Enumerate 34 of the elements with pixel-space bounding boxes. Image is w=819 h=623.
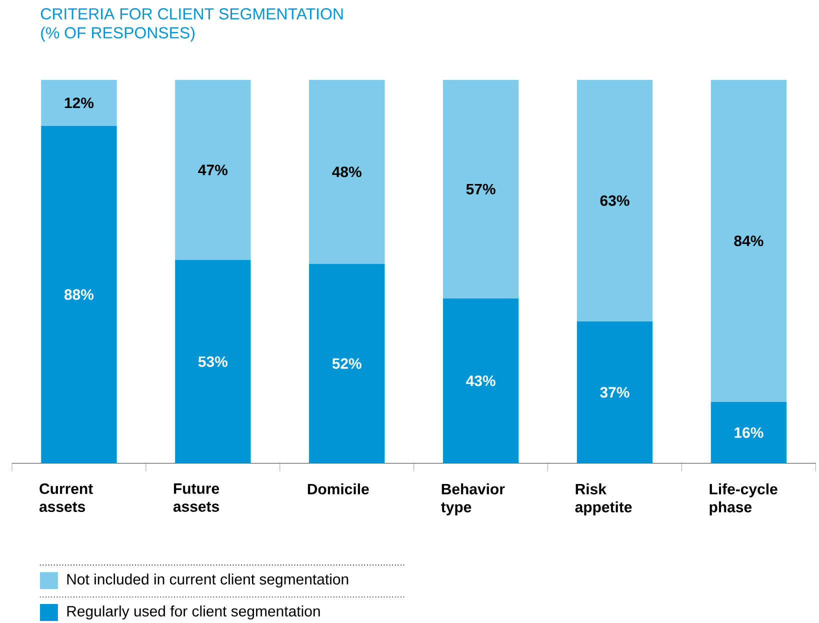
data-label: 47% — [198, 164, 228, 176]
data-label: 88% — [64, 289, 94, 300]
bar — [576, 80, 653, 322]
bar — [710, 80, 787, 402]
bar — [175, 80, 251, 260]
data-label: 52% — [332, 358, 362, 369]
bar — [41, 126, 117, 464]
bar — [41, 80, 117, 126]
bar — [576, 321, 653, 464]
data-label: 43% — [466, 376, 496, 386]
x-tick-label: Life-cycle phase — [710, 483, 778, 516]
data-label: 16% — [734, 427, 764, 438]
data-label: 63% — [600, 195, 630, 206]
bar — [309, 80, 385, 264]
bar — [442, 298, 519, 464]
data-label: 37% — [600, 387, 630, 398]
legend-label: Not included in current client segmentation — [67, 574, 348, 588]
x-tick-label: Current assets — [39, 483, 93, 512]
data-label: 84% — [734, 236, 764, 246]
bar — [442, 80, 519, 298]
x-tick-label: Risk appetite — [575, 483, 632, 516]
x-tick-label: Future assets — [173, 483, 220, 512]
data-label: 48% — [332, 166, 362, 178]
legend-label: Regularly used for client segmentation — [67, 606, 320, 620]
bar — [710, 402, 787, 464]
data-label: 57% — [466, 184, 496, 194]
chart-title: CRITERIA FOR CLIENT SEGMENTATION — [40, 8, 343, 20]
bar — [309, 264, 385, 464]
x-tick-label: Domicile — [308, 483, 369, 494]
data-label: 12% — [64, 98, 94, 108]
chart-subtitle: (% OF RESPONSES) — [41, 26, 194, 42]
x-tick-label: Behavior type — [441, 483, 505, 516]
bar — [175, 260, 251, 464]
data-label: 53% — [198, 356, 228, 367]
